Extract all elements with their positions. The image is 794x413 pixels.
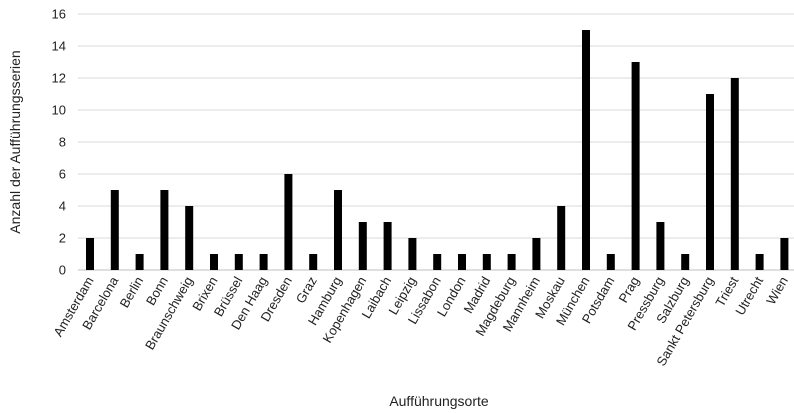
y-tick-labels: 0 2 4 6 8 10 12 14 16 — [52, 7, 66, 278]
bar — [656, 222, 665, 270]
bar — [755, 254, 764, 270]
y-tick-label: 6 — [59, 167, 66, 182]
bar — [234, 254, 243, 270]
y-tick-label: 16 — [52, 7, 66, 22]
y-tick-label: 0 — [59, 263, 66, 278]
bar — [507, 254, 516, 270]
bar — [334, 190, 342, 270]
bar — [86, 238, 94, 270]
bars — [86, 30, 789, 270]
bar — [532, 238, 541, 270]
y-tick-label: 8 — [59, 135, 66, 150]
x-tick-label: Berlin — [117, 274, 147, 310]
y-tick-label: 10 — [52, 103, 66, 118]
bar — [433, 254, 442, 270]
x-tick-labels: AmsterdamBarcelonaBerlinBonnBraunschweig… — [50, 273, 791, 368]
bar — [259, 254, 268, 270]
x-tick-label: Wien — [763, 274, 791, 307]
x-axis-title: Aufführungsorte — [389, 393, 489, 409]
bar — [780, 238, 789, 270]
y-axis-title: Anzahl der Aufführungsserien — [7, 50, 23, 233]
bar — [557, 206, 566, 270]
x-tick-label: Braunschweig — [142, 274, 196, 352]
bar — [185, 206, 194, 270]
y-tick-label: 12 — [52, 71, 66, 86]
bar — [631, 62, 640, 270]
bar — [730, 78, 739, 270]
gridlines — [78, 13, 794, 271]
bar — [358, 222, 367, 270]
bar — [606, 254, 615, 270]
bar — [309, 254, 318, 270]
y-tick-label: 2 — [59, 231, 66, 246]
bar — [110, 190, 119, 270]
bar — [383, 222, 392, 270]
bar — [482, 254, 491, 270]
bar — [160, 190, 169, 270]
bar — [408, 238, 417, 270]
bar — [681, 254, 690, 270]
bar — [458, 254, 466, 270]
y-tick-label: 4 — [59, 199, 66, 214]
bar — [582, 30, 590, 270]
bar — [210, 254, 218, 270]
y-tick-label: 14 — [52, 39, 66, 54]
bar — [284, 174, 293, 270]
bar — [706, 94, 714, 270]
bar — [135, 254, 144, 270]
